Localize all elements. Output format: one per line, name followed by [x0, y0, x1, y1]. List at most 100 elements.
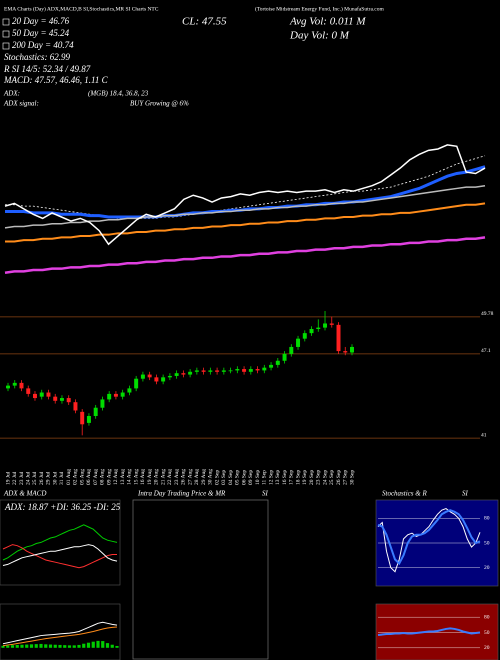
x-tick-label: 01 Aug	[66, 469, 72, 485]
candle-body	[343, 351, 348, 353]
header-source: (Tortoise Midstream Energy Fund, Inc.) M…	[255, 5, 384, 12]
header-title: EMA Charts (Day) ADX,MACD,B SI,Stochasti…	[4, 5, 159, 12]
candle-body	[275, 360, 280, 365]
legend-box	[2, 42, 10, 50]
adx-label: ADX:	[3, 90, 20, 98]
x-tick-label: 20 Sep	[309, 470, 315, 485]
x-tick-label: 24 Sep	[322, 470, 328, 485]
x-tick-label: 23 Jul	[19, 471, 25, 485]
candle-body	[26, 388, 31, 394]
stochastics-text: Stochastics: 62.99	[4, 52, 70, 62]
y-tick-label: 49.78	[481, 311, 494, 317]
x-tick-label: 26 Jul	[39, 471, 45, 485]
intraday-frame	[132, 499, 269, 660]
x-tick-label: 12 Sep	[268, 470, 274, 485]
histogram-bar	[1, 645, 5, 648]
histogram-bar	[39, 643, 43, 648]
y-tick-label: 20	[484, 565, 490, 571]
histogram-bar	[101, 641, 105, 648]
x-tick-label: 21 Aug	[160, 469, 166, 485]
x-tick-label: 06 Aug	[86, 469, 92, 485]
candle-body	[208, 370, 213, 372]
ema20-text: 20 Day = 46.76	[12, 16, 70, 26]
x-tick-label: 09 Aug	[106, 469, 112, 485]
histogram-bar	[29, 644, 34, 648]
x-tick-label: 22 Jul	[12, 471, 18, 485]
day-vol-text: Day Vol: 0 M	[289, 30, 350, 42]
panel-subtitle: ADX: 18.87 +DI: 36.25 -DI: 25	[4, 502, 121, 512]
candle-body	[302, 333, 307, 339]
candle-body	[46, 392, 51, 397]
x-tick-label: 18 Sep	[295, 470, 301, 485]
x-tick-label: 08 Aug	[100, 469, 106, 485]
series-line	[377, 509, 481, 566]
histogram-bar	[86, 642, 91, 648]
price-line	[4, 144, 486, 246]
series-line	[377, 507, 481, 573]
x-tick-label: 23 Aug	[174, 469, 180, 485]
candle-body	[134, 378, 139, 389]
candle-body	[329, 323, 334, 325]
x-tick-label: 16 Sep	[282, 470, 288, 485]
histogram-bar	[63, 645, 67, 648]
candle-body	[154, 377, 159, 382]
histogram-bar	[15, 644, 19, 648]
candle-body	[86, 416, 91, 423]
candle-body	[93, 407, 98, 416]
x-tick-label: 11 Sep	[262, 470, 268, 485]
panel-title: Stochastics & R	[382, 490, 427, 498]
series-line	[5, 202, 486, 243]
x-tick-label: 22 Aug	[167, 469, 173, 485]
series-line	[4, 184, 486, 229]
panel-frame	[0, 603, 121, 660]
x-tick-label: 25 Jul	[32, 471, 38, 485]
y-tick-label: 50	[484, 630, 490, 636]
candle-body	[296, 338, 301, 347]
x-tick-label: 23 Sep	[316, 470, 322, 485]
candle-body	[262, 367, 267, 371]
histogram-bar	[10, 645, 15, 648]
candle-body	[174, 373, 179, 376]
series-line	[2, 544, 117, 569]
x-tick-label: 10 Sep	[255, 470, 261, 485]
candle-body	[127, 388, 132, 393]
candle-body	[19, 382, 24, 389]
candle-body	[181, 373, 186, 375]
candle-body	[289, 346, 294, 354]
candle-body	[66, 398, 71, 403]
x-tick-label: 30 Jul	[52, 471, 58, 485]
x-tick-label: 20 Aug	[154, 469, 160, 485]
candle-body	[201, 370, 206, 372]
histogram-bar	[53, 644, 57, 648]
panel-title: ADX & MACD	[3, 490, 46, 498]
x-tick-label: 31 Jul	[59, 471, 65, 485]
adx-signal: BUY Growing @ 6%	[130, 100, 189, 108]
x-tick-label: 16 Aug	[140, 469, 146, 485]
y-tick-label: 80	[484, 516, 490, 522]
candle-body	[107, 393, 112, 400]
x-tick-label: 12 Aug	[113, 469, 119, 485]
candle-body	[100, 399, 105, 408]
candle-body	[316, 327, 321, 329]
candle-body	[80, 411, 85, 425]
x-tick-label: 28 Aug	[194, 469, 200, 485]
series-line	[2, 621, 118, 645]
panel-title: SI	[262, 490, 269, 498]
histogram-bar	[58, 644, 62, 648]
candle-body	[140, 374, 145, 379]
x-tick-label: 13 Aug	[120, 469, 126, 485]
x-tick-label: 17 Sep	[289, 470, 295, 485]
histogram-bar	[67, 645, 72, 648]
candle-body	[228, 370, 233, 372]
histogram-bar	[34, 644, 38, 648]
adx-value: (MGB) 18.4, 36.8, 23	[88, 90, 149, 98]
x-tick-label: 29 Aug	[201, 469, 207, 485]
candle-body	[161, 377, 166, 382]
y-tick-label: 50	[484, 540, 490, 546]
histogram-bar	[110, 644, 114, 648]
series-line	[4, 236, 486, 274]
x-tick-label: 07 Aug	[93, 469, 99, 485]
x-tick-label: 30 Sep	[349, 470, 355, 485]
candle-body	[235, 369, 240, 371]
